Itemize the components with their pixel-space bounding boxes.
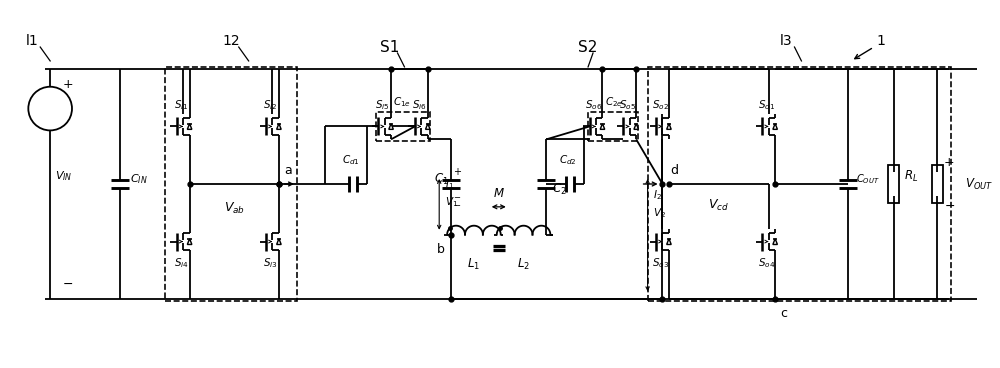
- Text: $V_{IN}$: $V_{IN}$: [55, 169, 73, 183]
- Text: $C_{d1}$: $C_{d1}$: [342, 153, 360, 167]
- Text: $I_1$: $I_1$: [445, 177, 454, 191]
- Text: $C_{IN}$: $C_{IN}$: [130, 172, 147, 186]
- Text: +: +: [944, 156, 955, 169]
- Polygon shape: [277, 239, 281, 244]
- Text: $S_{i3}$: $S_{i3}$: [263, 256, 278, 270]
- Text: $R_L$: $R_L$: [904, 169, 918, 184]
- Text: $S_{i5}$: $S_{i5}$: [375, 98, 390, 112]
- Text: c: c: [780, 307, 787, 320]
- Text: $S_{i1}$: $S_{i1}$: [174, 98, 188, 112]
- Text: $S_{o5}$: $S_{o5}$: [619, 98, 636, 112]
- Text: +: +: [63, 78, 73, 91]
- Text: $C_{d2}$: $C_{d2}$: [559, 153, 577, 167]
- Text: $V_{cd}$: $V_{cd}$: [708, 198, 729, 213]
- Bar: [932, 165, 943, 203]
- Text: d: d: [670, 164, 678, 177]
- Text: $-$: $-$: [944, 199, 955, 212]
- Text: $I_2$: $I_2$: [653, 188, 661, 202]
- Text: $C_1$: $C_1$: [434, 171, 449, 187]
- Text: b: b: [437, 243, 445, 255]
- Polygon shape: [667, 124, 671, 129]
- Text: S2: S2: [578, 39, 598, 54]
- Text: l3: l3: [780, 34, 793, 48]
- Polygon shape: [667, 239, 671, 244]
- Text: 1: 1: [876, 34, 885, 48]
- Text: $S_{o1}$: $S_{o1}$: [758, 98, 775, 112]
- Text: $V_{OUT}$: $V_{OUT}$: [965, 176, 993, 192]
- Text: l1: l1: [26, 34, 39, 48]
- Polygon shape: [277, 124, 281, 129]
- Text: $C_{2e}$: $C_{2e}$: [605, 95, 623, 109]
- Text: $C_{1e}$: $C_{1e}$: [393, 95, 411, 109]
- Text: $S_{o4}$: $S_{o4}$: [758, 256, 775, 270]
- Text: $S_{o2}$: $S_{o2}$: [652, 98, 669, 112]
- Polygon shape: [426, 124, 430, 129]
- Text: $C_{OUT}$: $C_{OUT}$: [856, 172, 880, 186]
- Text: $S_{o3}$: $S_{o3}$: [652, 256, 669, 270]
- Text: $V_{ab}$: $V_{ab}$: [224, 201, 245, 216]
- Polygon shape: [389, 124, 393, 129]
- Text: $S_{i2}$: $S_{i2}$: [263, 98, 278, 112]
- Text: $-$: $-$: [62, 277, 74, 290]
- Polygon shape: [773, 239, 777, 244]
- Polygon shape: [600, 124, 605, 129]
- Text: $S_{i6}$: $S_{i6}$: [412, 98, 427, 112]
- Text: a: a: [284, 164, 292, 177]
- Text: $-$: $-$: [453, 199, 461, 208]
- Text: S1: S1: [380, 39, 399, 54]
- Text: $L_1$: $L_1$: [467, 256, 480, 272]
- Polygon shape: [773, 124, 777, 129]
- Text: $-$: $-$: [453, 191, 461, 201]
- Text: +: +: [453, 167, 461, 177]
- Text: $S_{i4}$: $S_{i4}$: [174, 256, 189, 270]
- Text: $L_2$: $L_2$: [517, 256, 530, 272]
- Polygon shape: [634, 124, 638, 129]
- Bar: [888, 165, 899, 203]
- Polygon shape: [187, 239, 192, 244]
- Text: $C_2$: $C_2$: [552, 181, 567, 197]
- Text: $M$: $M$: [493, 187, 505, 200]
- Text: $S_{o6}$: $S_{o6}$: [585, 98, 603, 112]
- Text: $V_2$: $V_2$: [653, 206, 666, 220]
- Text: $V_1$: $V_1$: [445, 195, 458, 209]
- Text: 12: 12: [222, 34, 240, 48]
- Polygon shape: [187, 124, 192, 129]
